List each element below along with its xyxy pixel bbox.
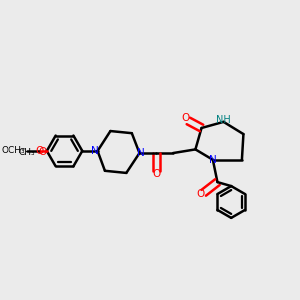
Text: CH₃: CH₃ [19,148,35,157]
Text: O: O [38,147,46,158]
Text: O: O [35,146,43,156]
Text: O: O [181,113,190,123]
Text: N: N [91,146,98,156]
Text: OCH₃: OCH₃ [2,146,26,155]
Text: N: N [209,155,217,165]
Text: O: O [196,189,205,199]
Text: NH: NH [216,115,231,125]
Text: N: N [137,148,145,158]
Text: O: O [152,169,160,179]
